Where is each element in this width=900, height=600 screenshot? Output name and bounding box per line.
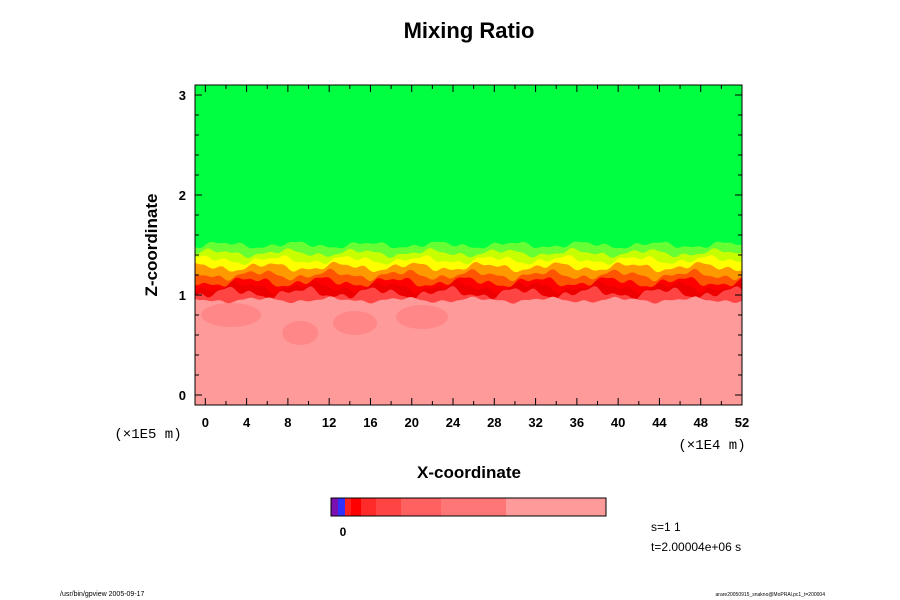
colorbar-segment [401, 498, 442, 516]
x-tick-label: 48 [693, 415, 707, 430]
x-tick-label: 52 [735, 415, 749, 430]
x-axis-scale-label: (×1E4 m) [678, 438, 745, 454]
colorbar [331, 498, 607, 516]
x-tick-label: 8 [284, 415, 291, 430]
y-tick-labels: 0 1 2 3 [179, 88, 186, 403]
footer-left: /usr/bin/gpview 2005-09-17 [60, 591, 145, 598]
y-axis-title: Z-coordinate [142, 194, 161, 297]
plot-frame [194, 84, 743, 406]
x-tick-label: 32 [528, 415, 542, 430]
time-label: t=2.00004e+06 s [651, 540, 741, 554]
axis-ticks [195, 85, 743, 405]
y-tick-label: 2 [179, 188, 186, 203]
x-tick-label: 36 [570, 415, 584, 430]
y-tick-label: 3 [179, 88, 186, 103]
x-tick-label: 0 [202, 415, 209, 430]
colorbar-segment [376, 498, 402, 516]
colorbar-segment [345, 498, 352, 516]
field-streak [396, 305, 449, 329]
footer-right: arare20050915_snakno@MoPRAl.pc1_t=200004 [716, 592, 826, 598]
chart-title: Mixing Ratio [404, 18, 535, 43]
colorbar-segment [338, 498, 346, 516]
colorbar-tick-label: 0 [340, 525, 347, 539]
x-axis-title: X-coordinate [417, 463, 521, 482]
field-streak [282, 321, 319, 345]
colorbar-frame [330, 497, 607, 517]
x-tick-label: 44 [652, 415, 667, 430]
step-label: s=1 1 [651, 520, 681, 534]
mixing-ratio-field [195, 85, 742, 405]
x-tick-label: 16 [363, 415, 377, 430]
x-tick-label: 28 [487, 415, 501, 430]
x-tick-label: 24 [446, 415, 461, 430]
x-tick-label: 12 [322, 415, 336, 430]
x-tick-labels: 0 4 8 12 16 20 24 28 32 36 40 44 48 52 [202, 415, 750, 430]
colorbar-segment [331, 498, 339, 516]
colorbar-segment [361, 498, 377, 516]
y-axis-scale-label: (×1E5 m) [114, 427, 181, 443]
field-layer-lower [195, 296, 742, 405]
colorbar-segment [506, 498, 607, 516]
colorbar-segment [441, 498, 507, 516]
y-tick-label: 1 [179, 288, 186, 303]
colorbar-segment [351, 498, 362, 516]
field-streak [201, 303, 262, 327]
x-tick-label: 4 [243, 415, 251, 430]
x-tick-label: 40 [611, 415, 625, 430]
field-streak [332, 311, 377, 335]
y-tick-label: 0 [179, 388, 186, 403]
x-tick-label: 20 [405, 415, 419, 430]
